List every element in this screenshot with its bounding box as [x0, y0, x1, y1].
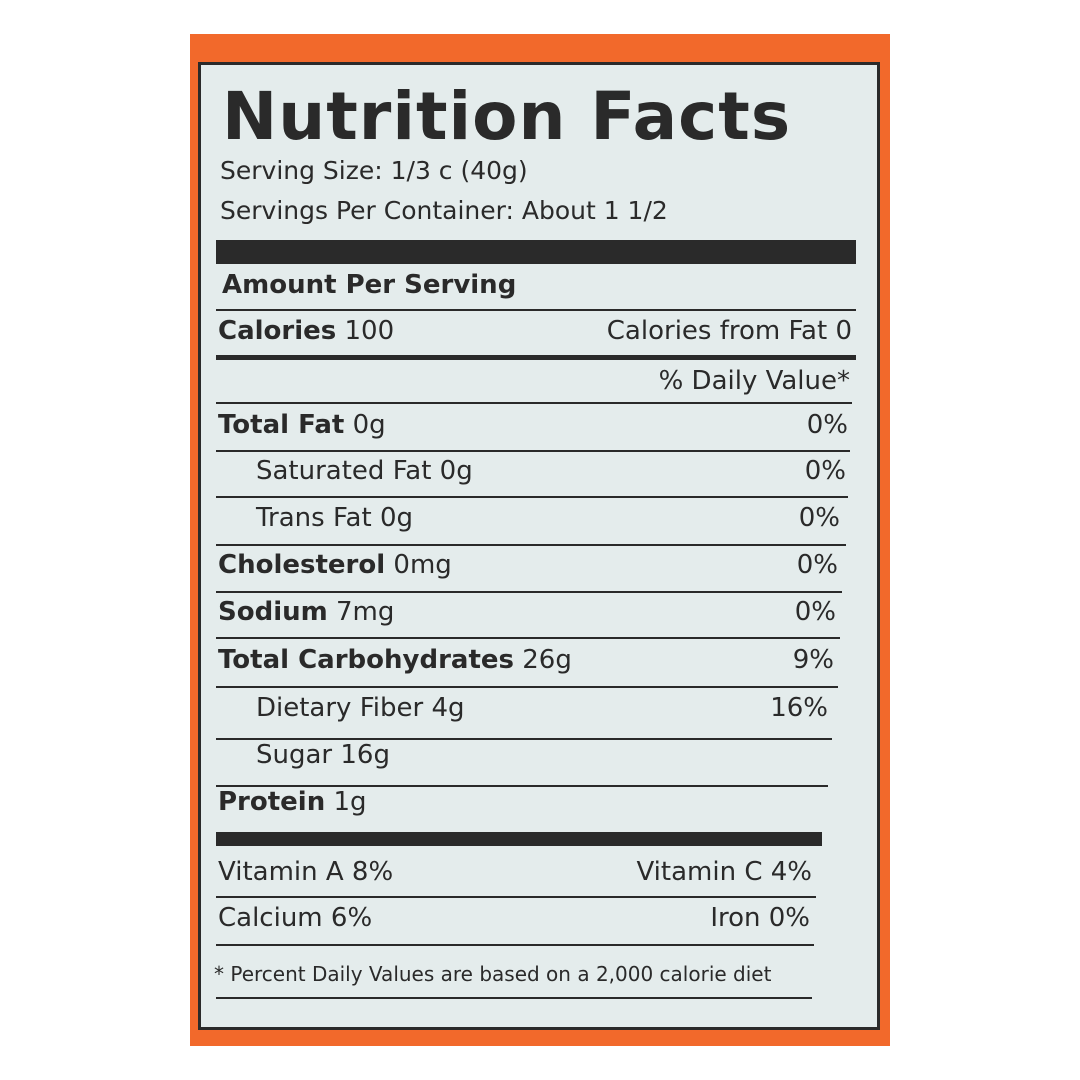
- nutrient-row: Sodium 7mg 0%: [218, 597, 836, 627]
- footnote: * Percent Daily Values are based on a 2,…: [214, 962, 772, 986]
- nutrient-row: Total Fat 0g 0%: [218, 410, 848, 440]
- divider: [216, 402, 852, 404]
- divider: [216, 944, 814, 946]
- vitamin-row: Vitamin A 8% Vitamin C 4%: [218, 857, 812, 887]
- divider: [216, 997, 812, 999]
- thick-divider: [216, 832, 822, 846]
- nutrient-label: Sugar: [256, 740, 333, 770]
- nutrient-label: Dietary Fiber: [256, 693, 424, 723]
- nutrient-row: Dietary Fiber 4g 16%: [218, 693, 828, 723]
- vitamin-left: Calcium 6%: [218, 903, 373, 933]
- nutrient-dv: 0%: [798, 503, 840, 533]
- nutrient-label: Saturated Fat: [256, 456, 432, 486]
- nutrient-dv: 0%: [794, 597, 836, 627]
- nutrient-label: Total Carbohydrates: [218, 645, 514, 675]
- nutrient-label: Protein: [218, 787, 326, 817]
- nutrient-dv: 0%: [796, 550, 838, 580]
- nutrient-label: Trans Fat: [256, 503, 372, 533]
- nutrient-label: Sodium: [218, 597, 328, 627]
- divider: [216, 309, 856, 311]
- divider: [216, 785, 828, 787]
- nutrient-dv: 16%: [770, 693, 828, 723]
- nutrient-row: Cholesterol 0mg 0%: [218, 550, 838, 580]
- nutrition-label-panel: [198, 62, 880, 1030]
- medium-divider: [216, 355, 856, 360]
- nutrient-row: Protein 1g: [218, 787, 818, 817]
- nutrient-row: Sugar 16g: [218, 740, 826, 770]
- nutrient-amount: 4g: [431, 693, 465, 723]
- nutrient-amount: 26g: [522, 645, 572, 675]
- divider: [216, 637, 840, 639]
- nutrient-label: Total Fat: [218, 410, 345, 440]
- label-title: Nutrition Facts: [222, 78, 792, 155]
- nutrient-amount: 0g: [379, 503, 413, 533]
- vitamin-left: Vitamin A 8%: [218, 857, 394, 887]
- servings-per-container: Servings Per Container: About 1 1/2: [220, 196, 668, 225]
- thick-divider: [216, 240, 856, 264]
- calories-value: 100: [344, 316, 395, 346]
- nutrient-label: Cholesterol: [218, 550, 386, 580]
- divider: [216, 591, 842, 593]
- nutrient-amount: 1g: [333, 787, 367, 817]
- vitamin-right: Vitamin C 4%: [636, 857, 812, 887]
- nutrient-dv: 0%: [804, 456, 846, 486]
- nutrient-row: Trans Fat 0g 0%: [218, 503, 840, 533]
- nutrient-row: Total Carbohydrates 26g 9%: [218, 645, 834, 675]
- nutrient-row: Saturated Fat 0g 0%: [218, 456, 846, 486]
- nutrient-amount: 0g: [439, 456, 473, 486]
- vitamin-right: Iron 0%: [710, 903, 810, 933]
- nutrient-amount: 16g: [340, 740, 390, 770]
- nutrient-amount: 0mg: [393, 550, 452, 580]
- nutrient-amount: 7mg: [335, 597, 395, 627]
- divider: [216, 896, 816, 898]
- nutrient-dv: 0%: [806, 410, 848, 440]
- daily-value-header-row: % Daily Value*: [218, 366, 850, 396]
- serving-size: Serving Size: 1/3 c (40g): [220, 156, 528, 185]
- vitamin-row: Calcium 6% Iron 0%: [218, 903, 810, 933]
- amount-per-serving: Amount Per Serving: [222, 270, 517, 300]
- divider: [216, 544, 846, 546]
- daily-value-header: % Daily Value*: [658, 366, 850, 396]
- calories-row: Calories 100 Calories from Fat 0: [218, 316, 852, 346]
- divider: [216, 496, 848, 498]
- calories-label: Calories: [218, 316, 337, 346]
- nutrient-dv: 9%: [792, 645, 834, 675]
- divider: [216, 686, 838, 688]
- divider: [216, 450, 850, 452]
- divider: [216, 738, 832, 740]
- nutrient-amount: 0g: [352, 410, 386, 440]
- calories-from-fat: Calories from Fat 0: [606, 316, 852, 346]
